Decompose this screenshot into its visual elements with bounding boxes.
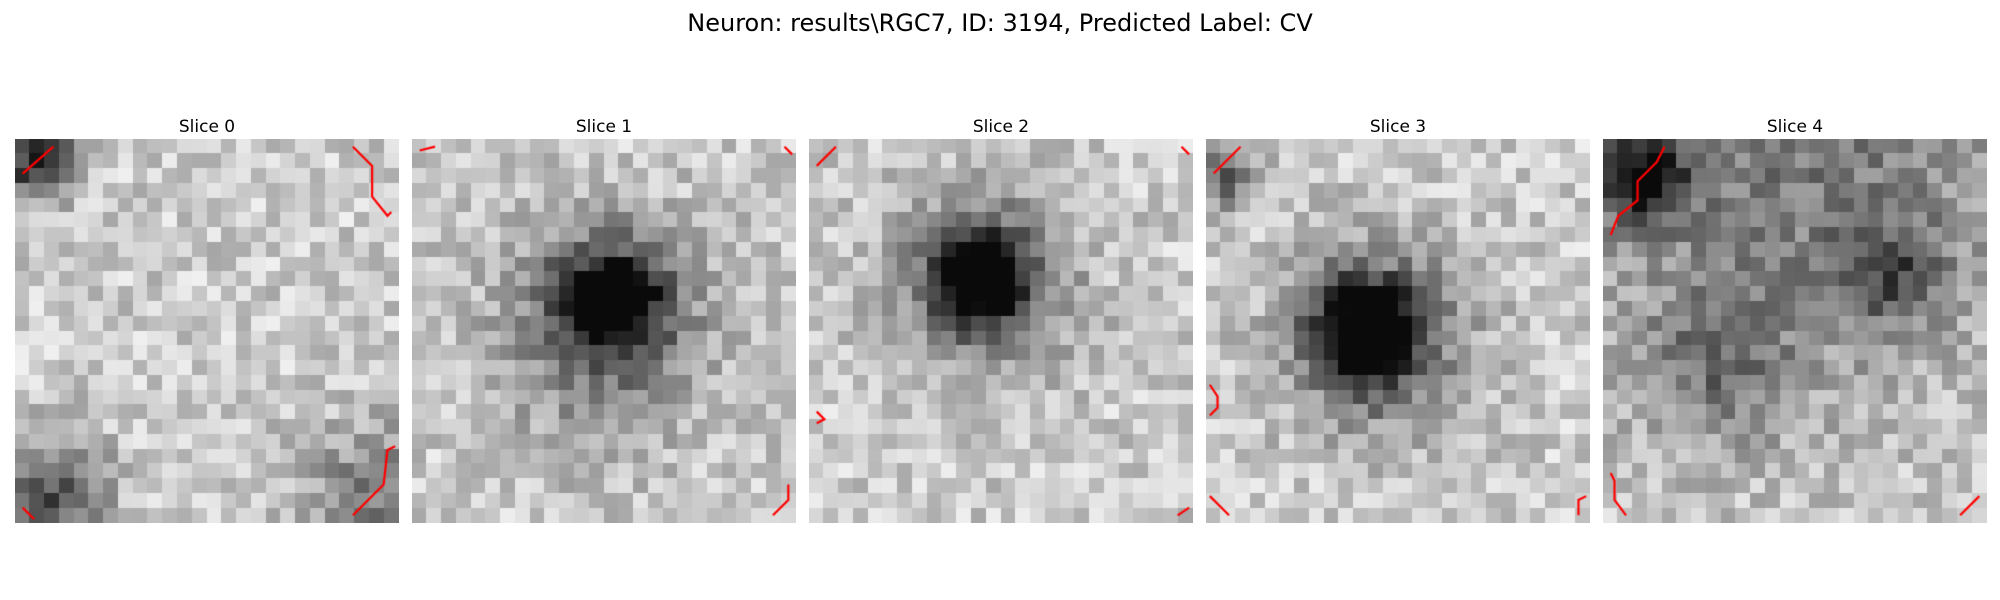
slice-image-2 — [809, 139, 1193, 523]
slice-panel-1: Slice 1 — [412, 115, 796, 523]
slice-image-1 — [412, 139, 796, 523]
figure-title: Neuron: results\RGC7, ID: 3194, Predicte… — [687, 9, 1313, 37]
slice-image-0 — [15, 139, 399, 523]
slice-panel-0: Slice 0 — [15, 115, 399, 523]
slice-title-2: Slice 2 — [972, 117, 1030, 137]
slice-image-4 — [1603, 139, 1987, 523]
slice-panel-3: Slice 3 — [1206, 115, 1590, 523]
slice-title-0: Slice 0 — [178, 117, 236, 137]
slice-image-3 — [1206, 139, 1590, 523]
slice-title-4: Slice 4 — [1766, 117, 1824, 137]
slice-panel-2: Slice 2 — [809, 115, 1193, 523]
slice-title-3: Slice 3 — [1369, 117, 1427, 137]
slice-panel-4: Slice 4 — [1603, 115, 1987, 523]
slice-title-1: Slice 1 — [575, 117, 633, 137]
